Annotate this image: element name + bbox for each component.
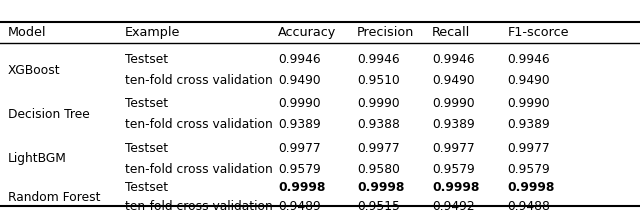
Text: 0.9490: 0.9490 — [508, 74, 550, 87]
Text: 0.9515: 0.9515 — [357, 200, 400, 210]
Text: 0.9998: 0.9998 — [432, 181, 479, 194]
Text: 0.9389: 0.9389 — [278, 118, 321, 131]
Text: 0.9946: 0.9946 — [508, 53, 550, 66]
Text: Testset: Testset — [125, 53, 168, 66]
Text: Testset: Testset — [125, 181, 168, 194]
Text: 0.9579: 0.9579 — [278, 163, 321, 176]
Text: 0.9490: 0.9490 — [432, 74, 475, 87]
Text: LightBGM: LightBGM — [8, 152, 67, 165]
Text: 0.9946: 0.9946 — [432, 53, 475, 66]
Text: 0.9977: 0.9977 — [432, 142, 475, 155]
Text: Accuracy: Accuracy — [278, 26, 337, 39]
Text: Decision Tree: Decision Tree — [8, 108, 90, 121]
Text: Testset: Testset — [125, 142, 168, 155]
Text: ten-fold cross validation: ten-fold cross validation — [125, 118, 273, 131]
Text: 0.9946: 0.9946 — [278, 53, 321, 66]
Text: 0.9388: 0.9388 — [357, 118, 400, 131]
Text: Model: Model — [8, 26, 46, 39]
Text: 0.9977: 0.9977 — [357, 142, 400, 155]
Text: 0.9389: 0.9389 — [508, 118, 550, 131]
Text: 0.9579: 0.9579 — [432, 163, 475, 176]
Text: 0.9977: 0.9977 — [508, 142, 550, 155]
Text: 0.9998: 0.9998 — [278, 181, 326, 194]
Text: 0.9510: 0.9510 — [357, 74, 400, 87]
Text: 0.9998: 0.9998 — [508, 181, 555, 194]
Text: Random Forest: Random Forest — [8, 191, 100, 204]
Text: XGBoost: XGBoost — [8, 64, 60, 77]
Text: 0.9580: 0.9580 — [357, 163, 400, 176]
Text: 0.9389: 0.9389 — [432, 118, 475, 131]
Text: Example: Example — [125, 26, 180, 39]
Text: 0.9490: 0.9490 — [278, 74, 321, 87]
Text: 0.9488: 0.9488 — [508, 200, 550, 210]
Text: 0.9990: 0.9990 — [432, 97, 475, 110]
Text: 0.9579: 0.9579 — [508, 163, 550, 176]
Text: Testset: Testset — [125, 97, 168, 110]
Text: ten-fold cross validation: ten-fold cross validation — [125, 163, 273, 176]
Text: ten-fold cross validation: ten-fold cross validation — [125, 200, 273, 210]
Text: 0.9990: 0.9990 — [508, 97, 550, 110]
Text: 0.9489: 0.9489 — [278, 200, 321, 210]
Text: 0.9990: 0.9990 — [357, 97, 400, 110]
Text: 0.9946: 0.9946 — [357, 53, 400, 66]
Text: 0.9492: 0.9492 — [432, 200, 475, 210]
Text: ten-fold cross validation: ten-fold cross validation — [125, 74, 273, 87]
Text: Recall: Recall — [432, 26, 470, 39]
Text: F1-scorce: F1-scorce — [508, 26, 569, 39]
Text: Precision: Precision — [357, 26, 415, 39]
Text: 0.9990: 0.9990 — [278, 97, 321, 110]
Text: 0.9977: 0.9977 — [278, 142, 321, 155]
Text: 0.9998: 0.9998 — [357, 181, 404, 194]
